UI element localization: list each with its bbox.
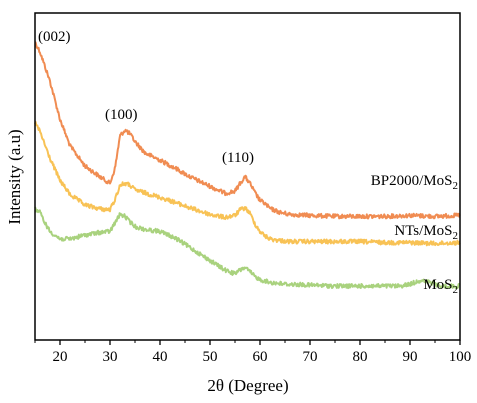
x-tick-layer: 20 30 40 50 60 70 80 90 100	[34, 340, 472, 365]
series-label-nts-mos2: NTs/MoS2	[394, 223, 458, 242]
plot-frame	[34, 12, 461, 341]
x-tick-label-60: 60	[253, 349, 268, 365]
series-line-2	[34, 206, 461, 290]
x-tick-label-100: 100	[449, 349, 472, 365]
x-axis-title: 2θ (Degree)	[207, 376, 288, 395]
peak-label-110: (110)	[222, 150, 254, 166]
x-tick-label-30: 30	[103, 349, 118, 365]
peak-label-002: (002)	[38, 29, 71, 45]
series-label-bp2000-mos2: BP2000/MoS2	[371, 173, 458, 192]
series-layer	[34, 41, 461, 290]
x-tick-label-80: 80	[353, 349, 368, 365]
x-tick-label-90: 90	[403, 349, 418, 365]
series-line-1	[34, 121, 461, 247]
x-tick-label-70: 70	[303, 349, 318, 365]
series-label-mos2: MoS2	[423, 277, 458, 296]
x-tick-label-20: 20	[53, 349, 68, 365]
x-tick-label-40: 40	[153, 349, 168, 365]
series-line-0	[34, 41, 461, 220]
y-axis-title: Intensity (a.u)	[5, 129, 24, 224]
peak-label-100: (100)	[105, 107, 138, 123]
x-tick-label-50: 50	[203, 349, 218, 365]
